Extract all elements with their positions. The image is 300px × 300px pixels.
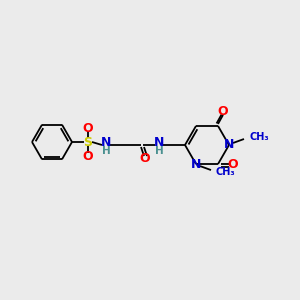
Text: N: N [191,158,201,171]
Text: N: N [224,139,234,152]
Text: N: N [154,136,164,149]
Text: O: O [83,122,93,134]
Text: CH₃: CH₃ [216,167,236,177]
Text: CH₃: CH₃ [249,132,268,142]
Text: O: O [228,158,238,171]
Text: O: O [218,105,228,119]
Text: H: H [154,146,164,156]
Text: N: N [101,136,111,149]
Text: O: O [83,149,93,163]
Text: O: O [140,152,150,166]
Text: H: H [102,146,110,156]
Text: S: S [83,136,92,148]
